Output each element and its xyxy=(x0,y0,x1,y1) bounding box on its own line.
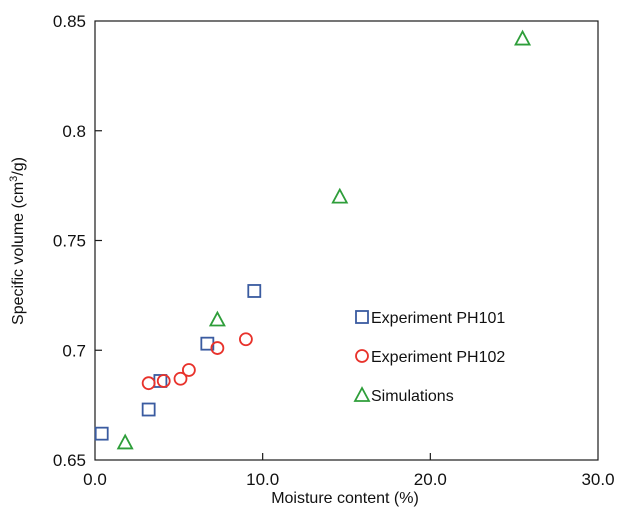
legend: Experiment PH101 Experiment PH102 Simulati… xyxy=(353,310,505,405)
legend-square-marker xyxy=(355,310,369,324)
x-tick-label: 0.0 xyxy=(83,470,107,489)
plot-frame xyxy=(94,20,599,461)
y-axis-title-main: Specific volume (cm xyxy=(10,182,27,325)
y-axis-title-superscript: 3 xyxy=(8,176,20,182)
circle-data-point xyxy=(156,374,171,388)
triangle-data-point xyxy=(514,29,532,46)
circle-data-point xyxy=(181,363,196,377)
y-tick-label: 0.75 xyxy=(53,232,86,251)
triangle-data-point xyxy=(208,310,226,327)
square-data-point xyxy=(141,402,156,417)
circle-data-point xyxy=(141,376,156,391)
y-axis-title: Specific volume (cm3/g) xyxy=(8,157,27,325)
y-tick-label: 0.85 xyxy=(53,12,86,31)
x-tick-label: 30.0 xyxy=(581,470,614,489)
triangle-data-point xyxy=(331,187,349,204)
circle-data-point xyxy=(238,332,253,347)
y-tick-label: 0.7 xyxy=(62,341,86,360)
legend-label: Experiment PH101 xyxy=(371,310,505,327)
y-axis-title-end: /g) xyxy=(10,157,27,176)
plot-area-border xyxy=(94,20,599,461)
legend-label: Experiment PH102 xyxy=(371,349,505,366)
square-data-point xyxy=(247,284,262,298)
square-data-point xyxy=(94,426,109,441)
legend-circle-marker xyxy=(355,349,369,363)
data-points xyxy=(94,29,532,450)
y-tick-label: 0.8 xyxy=(62,122,86,141)
tick-labels: 0.0 10.0 20.0 30.0 0.65 0.7 0.75 0.8 0.85 xyxy=(53,12,615,489)
x-axis-title: Moisture content (%) xyxy=(271,490,419,507)
circle-data-point xyxy=(173,371,188,386)
x-tick-label: 10.0 xyxy=(246,470,279,489)
triangle-data-point xyxy=(116,433,134,450)
axis-ticks xyxy=(95,130,431,460)
legend-triangle-marker xyxy=(353,386,371,402)
circle-data-point xyxy=(210,341,225,355)
y-tick-label: 0.65 xyxy=(53,451,86,470)
x-tick-label: 20.0 xyxy=(414,470,447,489)
legend-label: Simulations xyxy=(371,388,454,405)
